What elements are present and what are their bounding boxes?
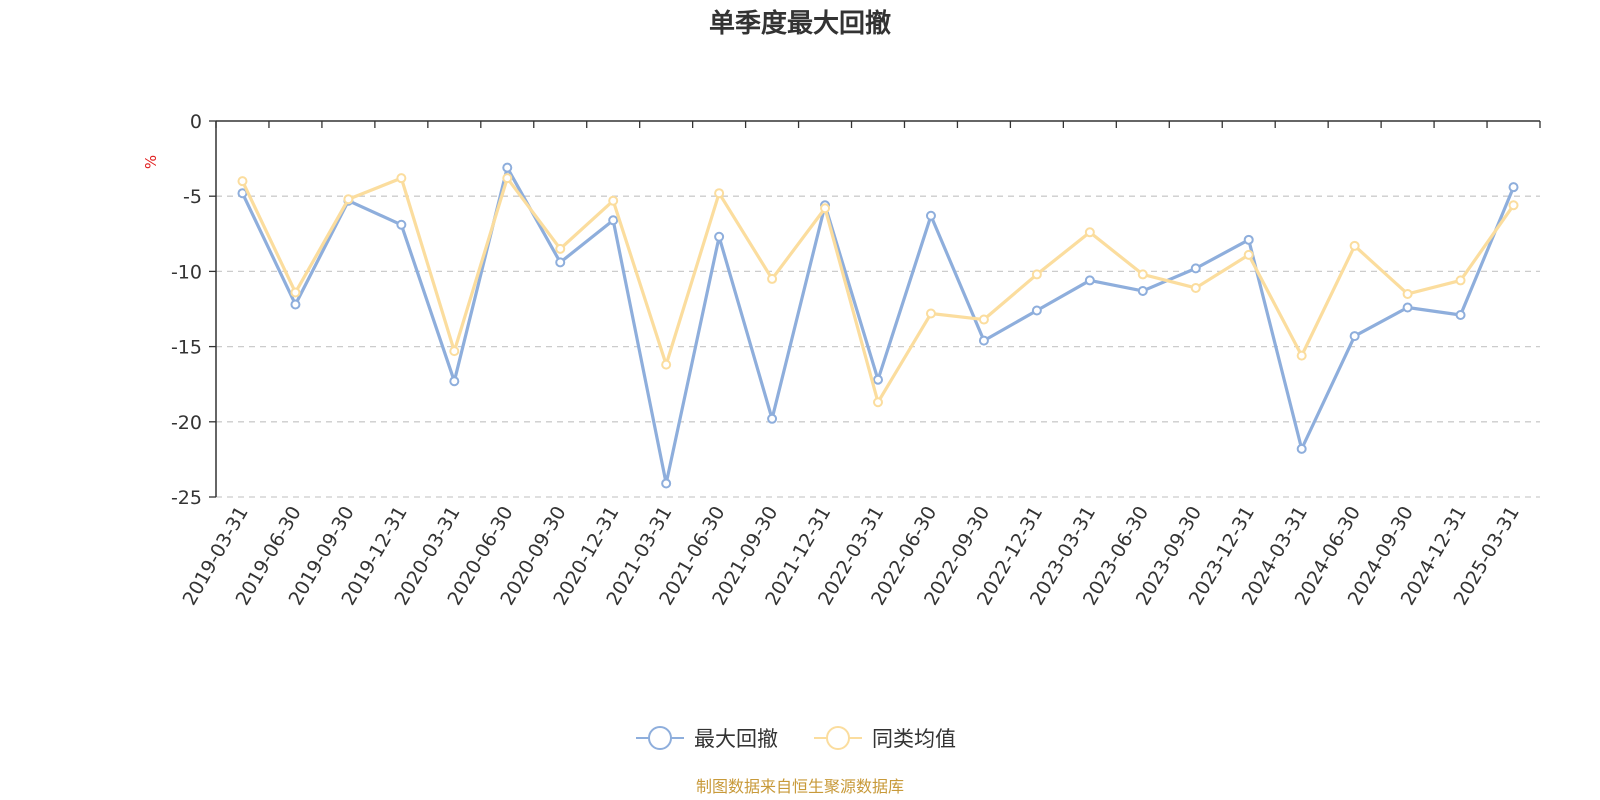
data-point (1296, 350, 1307, 361)
series-group (237, 162, 1519, 489)
data-point (978, 335, 989, 346)
chart-title: 单季度最大回撤 (709, 8, 891, 39)
legend-circle-marker (826, 726, 850, 750)
data-point (1084, 275, 1095, 286)
data-point (290, 287, 301, 298)
y-tick-label: -25 (171, 487, 202, 509)
data-point (767, 273, 778, 284)
series-line (241, 166, 1515, 486)
y-tick-label: -15 (171, 337, 202, 359)
axes: 0-5-10-15-20-252019-03-312019-06-302019-… (171, 111, 1541, 609)
data-point (343, 194, 354, 205)
series-line (241, 176, 1515, 404)
y-axis-unit-label: % (142, 155, 160, 169)
data-point (1084, 227, 1095, 238)
data-point (608, 195, 619, 206)
data-point (1296, 443, 1307, 454)
data-point (1190, 282, 1201, 293)
data-point (1402, 288, 1413, 299)
data-point (661, 478, 672, 489)
data-point (1031, 305, 1042, 316)
data-point (1508, 200, 1519, 211)
data-point (237, 176, 248, 187)
data-point (978, 314, 989, 325)
data-point (396, 173, 407, 184)
data-point (714, 188, 725, 199)
y-tick-label: -20 (171, 412, 202, 434)
grid-lines (216, 195, 1540, 498)
data-point (290, 299, 301, 310)
legend-label: 同类均值 (872, 727, 956, 751)
data-point (1455, 275, 1466, 286)
data-point (555, 243, 566, 254)
data-point (608, 215, 619, 226)
data-point (396, 219, 407, 230)
data-point (449, 376, 460, 387)
data-point (502, 173, 513, 184)
series-group (237, 173, 1519, 408)
legend-circle-marker (648, 726, 672, 750)
data-point (767, 413, 778, 424)
data-point (1137, 269, 1148, 280)
data-point (1243, 249, 1254, 260)
data-point (1455, 310, 1466, 321)
y-tick-label: 0 (190, 111, 202, 133)
legend-item: 最大回撤 (636, 726, 778, 751)
data-point (925, 308, 936, 319)
data-point (873, 397, 883, 408)
data-point (1137, 285, 1148, 296)
data-point (873, 374, 883, 385)
data-point (925, 210, 936, 221)
y-tick-label: -5 (183, 186, 202, 208)
legend-label: 最大回撤 (694, 727, 778, 751)
legend-item: 同类均值 (814, 726, 956, 751)
data-point (820, 203, 831, 214)
y-tick-label: -10 (171, 261, 202, 283)
legend: 最大回撤 同类均值 (636, 726, 956, 751)
data-point (1508, 182, 1519, 193)
data-point (1190, 263, 1201, 274)
data-point (661, 359, 672, 370)
data-point (1031, 269, 1042, 280)
data-source-note: 制图数据来自恒生聚源数据库 (696, 777, 904, 796)
data-point (449, 346, 460, 357)
data-point (714, 231, 725, 242)
data-point (1402, 302, 1413, 313)
data-point (1349, 240, 1360, 251)
data-point (502, 162, 513, 173)
series-lines (237, 162, 1519, 489)
data-point (555, 257, 566, 268)
data-point (1243, 234, 1254, 245)
data-point (1349, 331, 1360, 342)
